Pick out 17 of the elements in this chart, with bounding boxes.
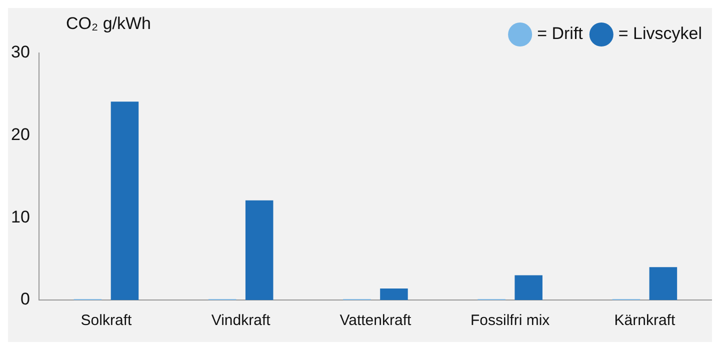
y-axis-title: CO₂ g/kWh (66, 14, 151, 34)
bar (514, 275, 542, 300)
y-tick-label: 30 (10, 42, 30, 62)
legend-label: = Livscykel (618, 24, 702, 44)
y-tick-label: 20 (10, 125, 30, 144)
y-tick-label: 10 (10, 207, 30, 226)
legend-label: = Drift (537, 24, 584, 44)
bar (110, 102, 139, 300)
x-tick-label: Kärnkraft (614, 312, 676, 330)
x-tick-label: Vattenkraft (340, 312, 412, 330)
bar (649, 267, 678, 300)
x-tick-label: Solkraft (80, 312, 132, 330)
bar (245, 200, 274, 300)
bar (380, 288, 408, 300)
x-tick-label: Vindkraft (211, 312, 272, 330)
x-tick-label: Fossilfri mix (470, 312, 550, 330)
y-tick-label: 0 (20, 290, 30, 309)
